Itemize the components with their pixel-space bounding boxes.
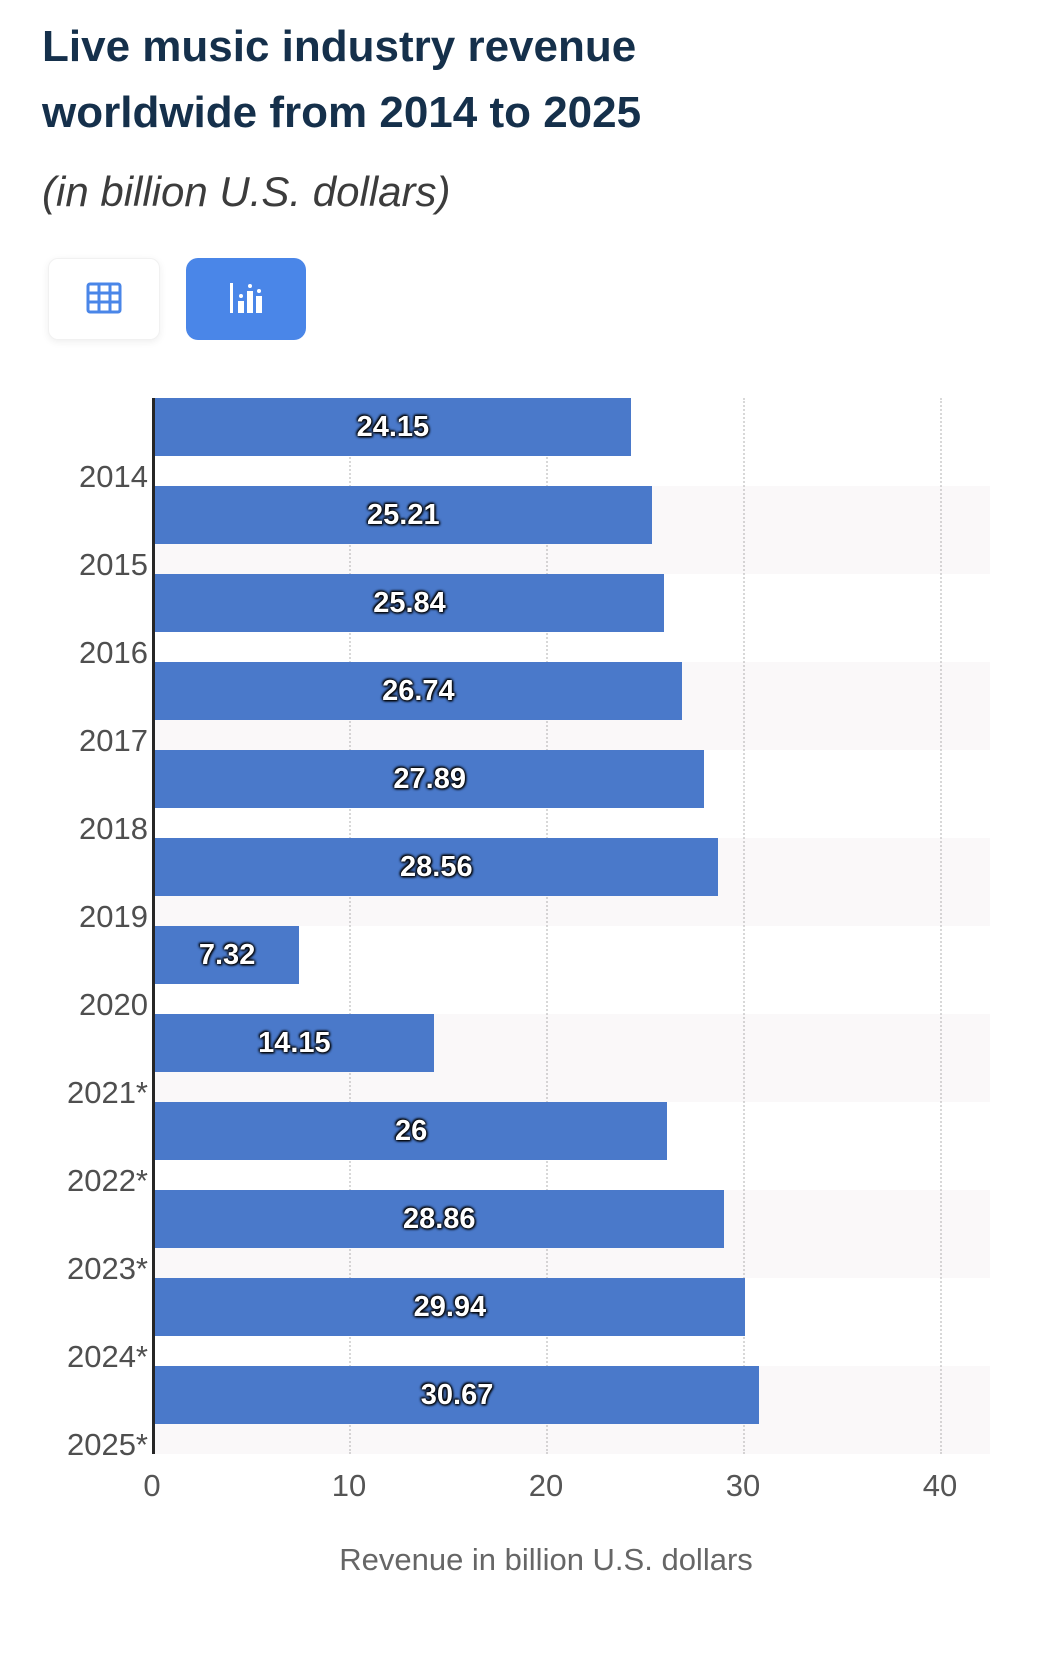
view-toggle-toolbar xyxy=(0,258,1047,340)
gridline xyxy=(940,398,942,1454)
y-axis-category-label: 2020 xyxy=(79,987,148,1022)
x-axis: 0 10 20 30 40 xyxy=(143,1468,990,1516)
chart-row: 2017 26.74 xyxy=(0,662,1047,756)
bar-value-label: 26 xyxy=(394,1114,428,1147)
x-axis-tick-label: 20 xyxy=(528,1468,564,1503)
y-axis-category-label: 2015 xyxy=(79,547,148,582)
x-axis-tick-label: 10 xyxy=(331,1468,367,1503)
bar[interactable]: 26 xyxy=(155,1102,668,1160)
plot-area: 2014 24.15 2015 25.21 2016 25.84 2017 26.74 2018… xyxy=(0,398,1047,1460)
bar[interactable]: 29.94 xyxy=(155,1278,745,1336)
page-subtitle: (in billion U.S. dollars) xyxy=(42,168,451,215)
bar-band: 28.56 xyxy=(152,838,990,926)
bar-value-label: 28.86 xyxy=(402,1202,476,1235)
bar-band: 7.32 xyxy=(152,926,990,1014)
chart-row: 2016 25.84 xyxy=(0,574,1047,668)
bar-band: 24.15 xyxy=(152,398,990,486)
bar-value-label: 25.84 xyxy=(373,586,446,619)
gridlines xyxy=(152,398,990,1454)
chart-row: 2023* 28.86 xyxy=(0,1190,1047,1284)
y-axis-category-label: 2022* xyxy=(66,1163,148,1198)
chart-row: 2018 27.89 xyxy=(0,750,1047,844)
bar-value-label: 27.89 xyxy=(393,762,466,795)
bar-chart-icon xyxy=(225,279,267,320)
chart-row: 2014 24.15 xyxy=(0,398,1047,492)
gridline xyxy=(349,398,351,1454)
chart-row: 2021* 14.15 xyxy=(0,1014,1047,1108)
bar-value-label: 25.21 xyxy=(367,498,440,531)
bar-band: 26.74 xyxy=(152,662,990,750)
y-axis-category-label: 2024* xyxy=(66,1339,148,1374)
y-axis-category-label: 2018 xyxy=(79,811,148,846)
bar-value-label: 24.15 xyxy=(356,410,430,443)
x-axis-title: Revenue in billion U.S. dollars xyxy=(339,1542,753,1577)
bar[interactable]: 27.89 xyxy=(155,750,705,808)
y-axis-category-label: 2021* xyxy=(66,1075,148,1110)
bar-band: 27.89 xyxy=(152,750,990,838)
bar[interactable]: 28.56 xyxy=(155,838,718,896)
y-axis-category-label: 2023* xyxy=(66,1251,148,1286)
chart-row: 2020 7.32 xyxy=(0,926,1047,1020)
bar-value-label: 28.56 xyxy=(400,850,473,883)
bar[interactable]: 14.15 xyxy=(155,1014,434,1072)
bar-band: 30.67 xyxy=(152,1366,990,1454)
bar-band: 25.21 xyxy=(152,486,990,574)
y-axis-category-label: 2019 xyxy=(79,899,148,934)
bar-chart: 2014 24.15 2015 25.21 2016 25.84 2017 26.74 2018… xyxy=(0,398,1047,1578)
chart-row: 2022* 26 xyxy=(0,1102,1047,1196)
bar[interactable]: 28.86 xyxy=(155,1190,724,1248)
page-title: Live music industry revenue worldwide fr… xyxy=(42,14,1017,146)
y-axis-category-label: 2025* xyxy=(66,1427,148,1462)
bar[interactable]: 26.74 xyxy=(155,662,682,720)
table-view-button[interactable] xyxy=(48,258,160,340)
x-axis-tick-label: 0 xyxy=(143,1468,161,1503)
chart-row: 2025* 30.67 xyxy=(0,1366,1047,1460)
bar-value-label: 29.94 xyxy=(413,1290,487,1323)
x-axis-tick-label: 30 xyxy=(725,1468,761,1503)
chart-row: 2015 25.21 xyxy=(0,486,1047,580)
bar[interactable]: 25.21 xyxy=(155,486,652,544)
chart-row: 2019 28.56 xyxy=(0,838,1047,932)
bar-band: 29.94 xyxy=(152,1278,990,1366)
bar-value-label: 14.15 xyxy=(258,1026,331,1059)
gridline xyxy=(743,398,745,1454)
y-axis-category-label: 2016 xyxy=(79,635,148,670)
y-axis-category-label: 2017 xyxy=(79,723,148,758)
bar-band: 28.86 xyxy=(152,1190,990,1278)
chart-row: 2024* 29.94 xyxy=(0,1278,1047,1372)
gridline xyxy=(546,398,548,1454)
chart-rows: 2014 24.15 2015 25.21 2016 25.84 2017 26.74 2018… xyxy=(0,398,1047,1460)
chart-header: Live music industry revenue worldwide fr… xyxy=(0,0,1047,216)
table-grid-icon xyxy=(84,280,124,319)
bar[interactable]: 7.32 xyxy=(155,926,300,984)
y-axis-category-label: 2014 xyxy=(79,459,148,494)
bar-band: 26 xyxy=(152,1102,990,1190)
bar-value-label: 26.74 xyxy=(382,674,455,707)
bar-value-label: 30.67 xyxy=(420,1378,494,1411)
page-title-line2: worldwide from 2014 to 2025 xyxy=(42,88,642,137)
page-title-line1: Live music industry revenue xyxy=(42,22,637,71)
x-axis-tick-label: 40 xyxy=(922,1468,958,1503)
bar[interactable]: 30.67 xyxy=(155,1366,760,1424)
bar[interactable]: 25.84 xyxy=(155,574,665,632)
bar[interactable]: 24.15 xyxy=(155,398,631,456)
bar-band: 25.84 xyxy=(152,574,990,662)
bar-band: 14.15 xyxy=(152,1014,990,1102)
bar-value-label: 7.32 xyxy=(198,938,256,971)
chart-view-button[interactable] xyxy=(186,258,306,340)
